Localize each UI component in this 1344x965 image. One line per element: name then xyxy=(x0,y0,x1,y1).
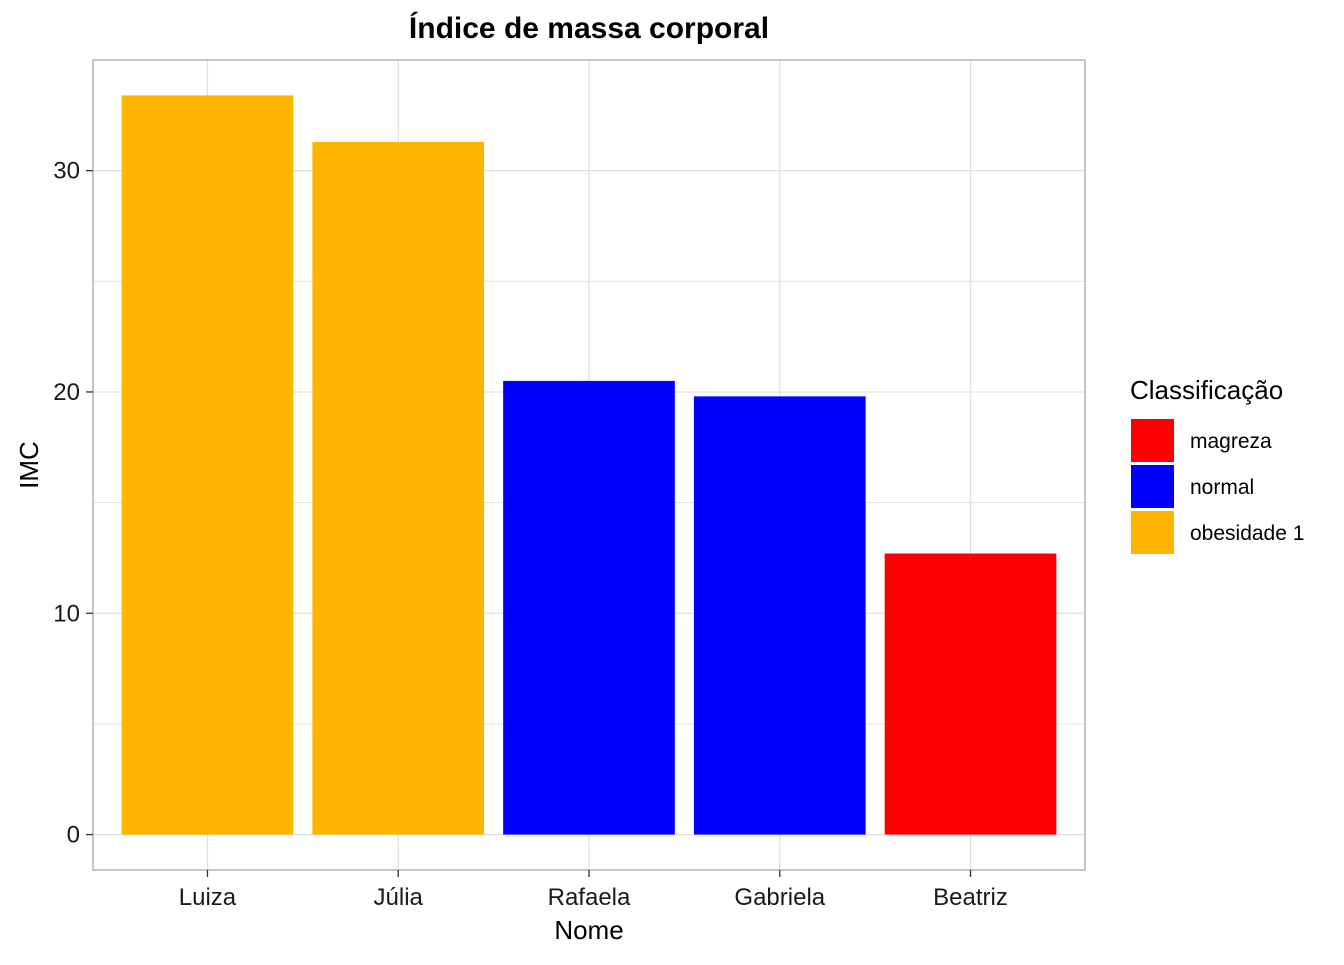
bar-gabriela xyxy=(693,396,866,835)
bar-rafaela xyxy=(503,380,675,835)
legend-key-obesidade-1 xyxy=(1131,511,1174,554)
bar-júlia xyxy=(312,141,485,835)
y-tick-label: 20 xyxy=(53,379,80,406)
x-tick-label: Beatriz xyxy=(933,884,1008,911)
legend-label: normal xyxy=(1190,476,1254,499)
y-tick-label: 0 xyxy=(67,822,80,849)
bar-beatriz xyxy=(884,553,1057,835)
bar-luiza xyxy=(121,95,294,835)
y-tick-label: 10 xyxy=(53,600,80,627)
bars xyxy=(121,95,1057,835)
legend-key-normal xyxy=(1131,465,1174,508)
y-tick-label: 30 xyxy=(53,158,80,185)
x-axis-ticks: Luiza Júlia Rafaela Gabriela Beatriz xyxy=(179,870,1008,911)
x-tick-label: Rafaela xyxy=(548,884,631,911)
legend-key-magreza xyxy=(1131,419,1174,462)
x-axis-title: Nome xyxy=(554,915,623,945)
x-tick-label: Gabriela xyxy=(734,884,825,911)
x-tick-label: Júlia xyxy=(374,884,424,911)
legend-label: obesidade 1 xyxy=(1190,522,1304,545)
legend: Classificação magreza normal obesidade 1 xyxy=(1130,375,1304,554)
chart-title: Índice de massa corporal xyxy=(409,11,769,45)
legend-label: magreza xyxy=(1190,430,1272,453)
y-axis-ticks: 0 10 20 30 xyxy=(53,158,93,849)
legend-items: magreza normal obesidade 1 xyxy=(1131,419,1304,554)
y-axis-title: IMC xyxy=(14,441,44,489)
x-tick-label: Luiza xyxy=(179,884,237,911)
legend-title: Classificação xyxy=(1130,375,1283,405)
